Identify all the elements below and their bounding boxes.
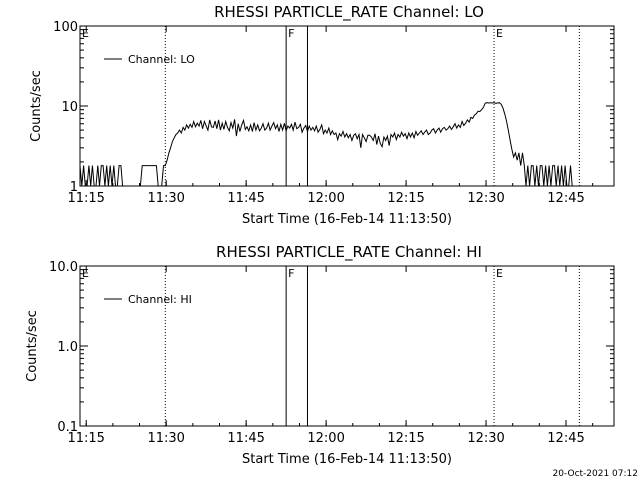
event-marker-label: E	[82, 27, 89, 40]
x-tick-label: 11:45	[227, 191, 264, 206]
event-marker-label: E	[496, 267, 503, 280]
x-axis-label-lo: Start Time (16-Feb-14 11:13:50)	[242, 212, 452, 227]
x-tick-label: 11:15	[67, 431, 104, 446]
legend-label-lo: Channel: LO	[128, 53, 195, 66]
x-tick-label: 12:00	[307, 191, 344, 206]
x-tick-label: 12:15	[387, 431, 424, 446]
x-tick-label: 12:30	[467, 191, 504, 206]
legend-lo: Channel: LO	[104, 53, 195, 66]
plot-frame-hi	[79, 265, 615, 427]
x-tick-label: 12:15	[387, 191, 424, 206]
event-marker-label: F	[288, 27, 294, 40]
series-line-channel-lo	[79, 102, 574, 187]
x-tick-label: 11:45	[227, 431, 264, 446]
y-tick-label: 100	[53, 20, 78, 35]
event-marker-label: F	[288, 267, 294, 280]
chart-title-hi: RHESSI PARTICLE_RATE Channel: HI	[216, 243, 482, 262]
x-axis-label-hi: Start Time (16-Feb-14 11:13:50)	[242, 452, 452, 467]
plot-frame-lo	[79, 25, 615, 187]
y-axis-label-hi: Counts/sec	[25, 310, 40, 382]
y-tick-label: 10.0	[49, 260, 78, 275]
legend-label-hi: Channel: HI	[128, 293, 192, 306]
event-marker-label: E	[82, 267, 89, 280]
footer-timestamp: 20-Oct-2021 07:12	[553, 469, 638, 479]
x-tick-label: 11:15	[67, 191, 104, 206]
panel-lo: RHESSI PARTICLE_RATE Channel: LO 11:15 11…	[29, 3, 615, 227]
chart-title-lo: RHESSI PARTICLE_RATE Channel: LO	[214, 3, 484, 22]
x-tick-label: 12:30	[467, 431, 504, 446]
legend-hi: Channel: HI	[104, 293, 192, 306]
panel-hi: RHESSI PARTICLE_RATE Channel: HI 11:15 11…	[25, 243, 615, 467]
x-tick-label: 12:45	[547, 191, 584, 206]
y-tick-label: 1.0	[57, 340, 78, 355]
y-tick-label: 1	[70, 180, 78, 195]
axis-ticks-hi: 11:15 11:30 11:45 12:00 12:15 12:30 12:45 0.1 1.…	[49, 260, 614, 446]
x-tick-label: 11:30	[147, 431, 184, 446]
y-tick-label: 0.1	[57, 420, 78, 435]
event-marker-label: E	[496, 27, 503, 40]
x-tick-label: 11:30	[147, 191, 184, 206]
y-tick-label: 10	[61, 100, 78, 115]
x-tick-label: 12:45	[547, 431, 584, 446]
x-tick-label: 12:00	[307, 431, 344, 446]
y-axis-label-lo: Counts/sec	[29, 70, 44, 142]
